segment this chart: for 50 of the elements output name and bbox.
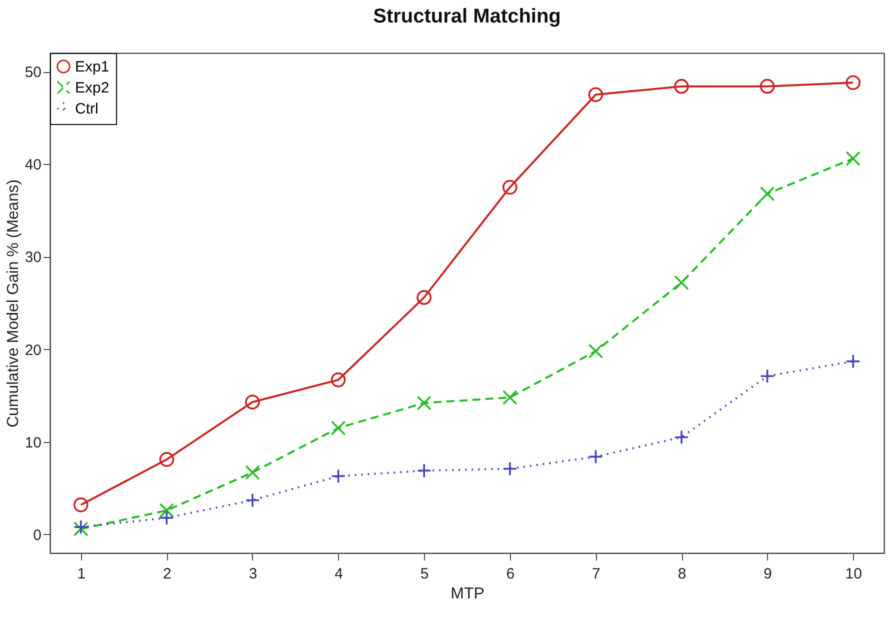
y-tick-label: 10 (24, 434, 42, 452)
x-tick-label: 4 (334, 566, 343, 582)
y-tick-label: 50 (24, 64, 42, 82)
point (73, 497, 88, 512)
point (330, 420, 346, 436)
x-tick-label: 9 (764, 566, 772, 582)
point (760, 78, 775, 94)
point (588, 449, 604, 464)
point (245, 492, 260, 508)
point (502, 180, 518, 195)
x-tick-label: 5 (420, 566, 429, 582)
point (159, 510, 174, 526)
point (760, 186, 775, 202)
x-tick-label: 6 (506, 566, 515, 582)
x-tick-label: 10 (845, 566, 862, 582)
legend-label: Ctrl (75, 100, 98, 118)
point (846, 354, 861, 369)
y-tick-label: 30 (24, 249, 42, 266)
point (416, 396, 432, 410)
point (416, 290, 432, 305)
x-tick-label: 2 (163, 566, 172, 582)
point (502, 390, 518, 405)
legend-label: Exp2 (75, 80, 110, 96)
x-tick-label: 3 (248, 566, 258, 582)
point (159, 452, 174, 467)
y-axis-title: Cumulative Model Gain % (Means) (4, 179, 22, 428)
point (846, 75, 861, 90)
chart-title: Structural Matching (373, 6, 561, 28)
point (674, 275, 689, 290)
point (330, 372, 346, 388)
x-tick-label: 1 (77, 566, 86, 582)
point (416, 463, 432, 478)
legend-label: Exp1 (75, 58, 110, 76)
point (588, 87, 604, 102)
x-axis-title: MTP (450, 586, 484, 602)
x-tick-label: 7 (592, 566, 600, 582)
point (674, 78, 689, 94)
point (760, 368, 775, 384)
y-tick-label: 20 (24, 342, 42, 359)
point (245, 394, 260, 410)
point (674, 430, 689, 445)
point (846, 151, 861, 166)
point (502, 461, 518, 476)
point (588, 344, 604, 359)
point (159, 502, 174, 518)
x-tick-label: 8 (678, 566, 686, 582)
point (245, 465, 260, 480)
point (330, 468, 346, 484)
y-tick-label: 0 (33, 526, 42, 544)
y-tick-label: 40 (24, 156, 42, 174)
